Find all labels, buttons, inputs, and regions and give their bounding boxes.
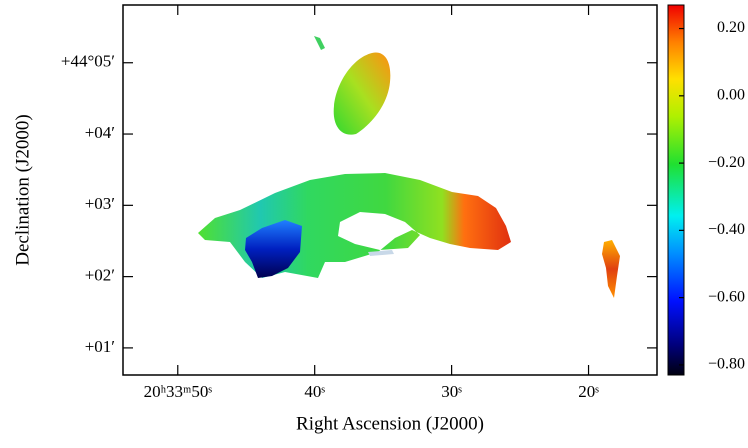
x-tick-label: 20ʰ33ᵐ50ˢ: [144, 382, 213, 401]
colorbar-tick-label: 0.00: [717, 86, 745, 103]
x-tick-label: 20ˢ: [578, 382, 599, 401]
y-tick-label: +02′: [85, 266, 115, 285]
colorbar: [667, 4, 685, 376]
emission-region: [333, 52, 391, 135]
y-tick-label: +03′: [85, 194, 115, 213]
plot-frame: [122, 4, 658, 376]
y-tick-label: +01′: [85, 337, 115, 356]
y-tick-label: +04′: [85, 123, 115, 142]
colorbar-tick-label: −0.40: [708, 221, 745, 238]
emission-region: [314, 36, 325, 50]
emission-region: [245, 220, 302, 278]
emission-region: [198, 173, 511, 278]
colorbar-tick-label: 0.20: [717, 19, 745, 36]
emission-region: [602, 240, 620, 298]
colorbar-tick-label: −0.80: [708, 356, 745, 373]
x-tick-label: 40ˢ: [304, 382, 325, 401]
x-axis-label: Right Ascension (J2000): [296, 413, 484, 434]
y-axis-label: Declination (J2000): [12, 114, 33, 265]
colorbar-tick-label: −0.60: [708, 288, 745, 305]
y-tick-label: +44°05′: [61, 52, 115, 71]
x-tick-label: 30ˢ: [441, 382, 462, 401]
colorbar-tick-label: −0.20: [708, 154, 745, 171]
emission-region: [368, 250, 394, 256]
